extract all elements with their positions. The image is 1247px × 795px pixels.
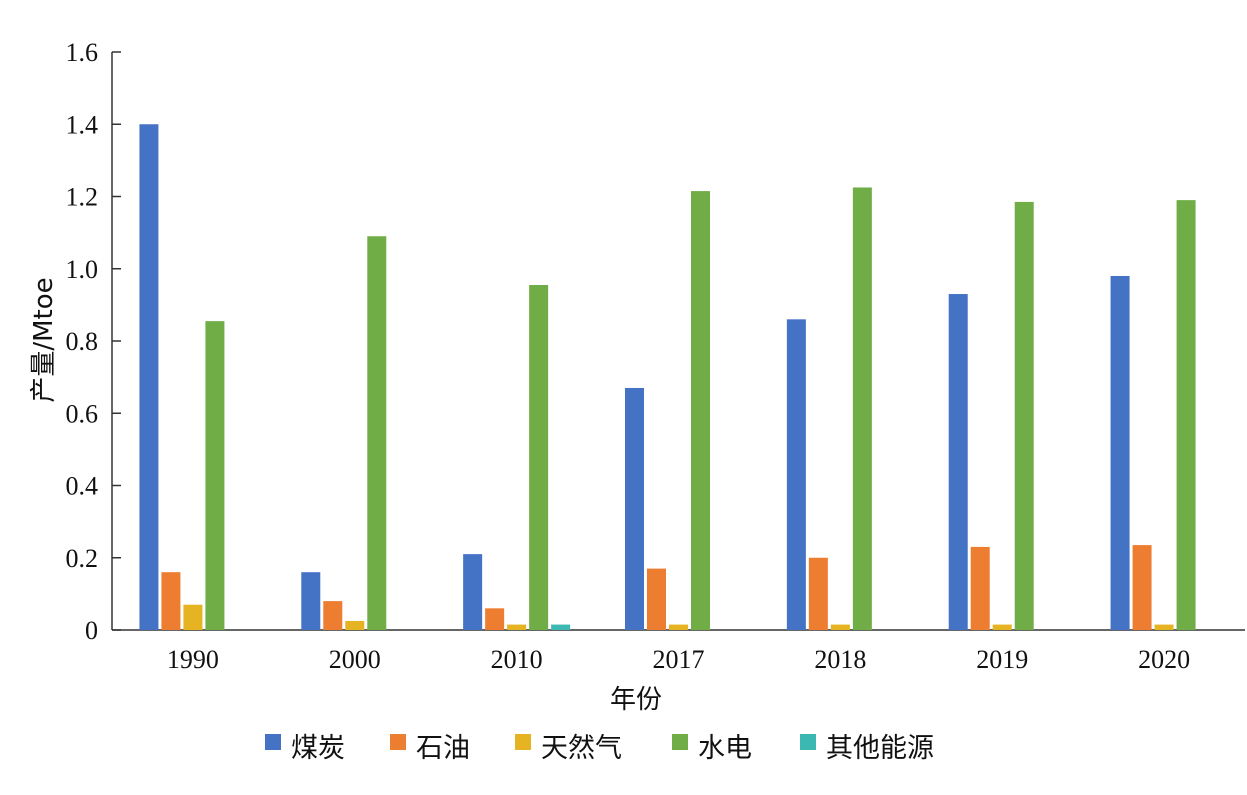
bar: [485, 608, 505, 630]
x-axis: 1990 2000 2010 2017 2018 2019 2020: [112, 629, 1245, 674]
bars: [139, 124, 1196, 631]
y-tick-label: 1.0: [66, 255, 99, 284]
legend-swatch: [515, 734, 531, 750]
y-axis-title: 产量/Mtoe: [29, 277, 59, 402]
bar: [808, 557, 828, 630]
legend-swatch: [672, 734, 688, 750]
bar: [1014, 201, 1034, 630]
y-tick-label: 0.8: [66, 327, 99, 356]
legend-swatch: [800, 734, 816, 750]
y-tick-label: 0.4: [66, 472, 99, 501]
bar: [139, 124, 159, 630]
bar: [647, 568, 666, 630]
y-tick-label: 1.4: [66, 110, 99, 139]
y-axis: 0 0.2 0.4 0.6 0.8 1.0 1.2 1.4 1.6: [66, 38, 121, 645]
x-tick-label: 2018: [814, 645, 866, 674]
bar: [161, 572, 181, 630]
bar: [970, 546, 990, 630]
legend-label: 煤炭: [291, 733, 345, 764]
x-tick-label: 2017: [653, 645, 705, 674]
bar: [463, 554, 483, 630]
legend-label: 水电: [698, 733, 752, 764]
y-tick-label: 1.6: [66, 38, 99, 67]
bar: [1110, 275, 1130, 630]
bar: [183, 604, 203, 630]
bar: [323, 601, 343, 630]
bar: [786, 319, 806, 630]
bar: [367, 236, 387, 631]
bar: [852, 187, 872, 630]
x-tick-label: 1990: [167, 645, 219, 674]
y-tick-label: 0: [85, 616, 98, 645]
y-tick-label: 1.2: [66, 183, 99, 212]
legend-swatch: [265, 734, 281, 750]
y-tick-label: 0.6: [66, 399, 99, 428]
bar: [507, 624, 527, 630]
bar: [1132, 545, 1152, 630]
legend-label: 石油: [416, 733, 470, 764]
legend-label: 其他能源: [826, 733, 934, 764]
bar: [948, 294, 968, 630]
bar: [830, 624, 850, 630]
bar: [301, 572, 321, 630]
bar: [345, 620, 365, 630]
bar: [669, 624, 688, 630]
bar: [691, 191, 710, 631]
legend: 煤炭 石油 天然气 水电 其他能源: [265, 733, 934, 764]
bar: [1176, 200, 1196, 631]
bar: [1154, 624, 1174, 630]
legend-label: 天然气: [541, 733, 622, 764]
x-tick-label: 2020: [1138, 645, 1190, 674]
x-tick-label: 2000: [329, 645, 381, 674]
bar: [551, 624, 571, 630]
x-axis-title: 年份: [610, 685, 662, 715]
bar: [625, 387, 644, 630]
bar: [205, 321, 225, 630]
bar: [992, 624, 1012, 630]
y-tick-label: 0.2: [66, 544, 99, 573]
x-tick-label: 2019: [976, 645, 1028, 674]
legend-swatch: [390, 734, 406, 750]
x-tick-label: 2010: [491, 645, 543, 674]
bar: [529, 285, 549, 630]
